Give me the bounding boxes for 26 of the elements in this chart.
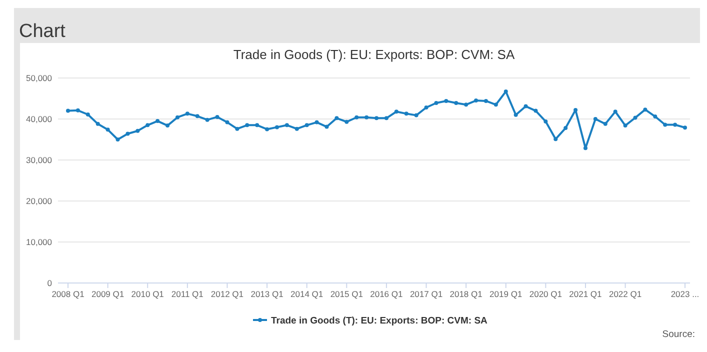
y-tick-label: 20,000	[26, 196, 52, 206]
x-tick-label: 2009 Q1	[91, 289, 124, 299]
x-tick-label: 2012 Q1	[210, 289, 244, 299]
x-tick-label: 2022 Q1	[608, 289, 642, 299]
x-tick-label: 2010 Q1	[131, 289, 164, 299]
x-tick-label: 2018 Q1	[450, 289, 483, 299]
x-tick-label: 2014 Q1	[290, 289, 324, 299]
y-tick-label: 50,000	[26, 73, 52, 83]
source-note: Source:	[662, 329, 695, 340]
x-tick-label: 2021 Q1	[569, 289, 602, 299]
chart-title: Chart	[19, 21, 66, 42]
y-tick-label: 40,000	[26, 114, 52, 124]
x-tick-label: 2023 ...	[670, 289, 700, 299]
x-tick-label: 2016 Q1	[370, 289, 404, 299]
x-tick-label: 2008 Q1	[52, 289, 85, 299]
x-tick-label: 2017 Q1	[410, 289, 443, 299]
x-tick-label: 2011 Q1	[171, 289, 204, 299]
x-tick-label: 2019 Q1	[490, 289, 522, 299]
y-tick-label: 0	[47, 278, 52, 288]
chart-subtitle: Trade in Goods (T): EU: Exports: BOP: CVM: SA	[233, 47, 515, 62]
y-tick-label: 10,000	[26, 237, 52, 247]
x-tick-label: 2015 Q1	[330, 289, 364, 299]
y-tick-label: 30,000	[26, 155, 52, 165]
x-tick-label: 2013 Q1	[250, 289, 284, 299]
legend-label: Trade in Goods (T): EU: Exports: BOP: CVM: SA	[271, 316, 488, 326]
x-tick-label: 2020 Q1	[529, 289, 562, 299]
